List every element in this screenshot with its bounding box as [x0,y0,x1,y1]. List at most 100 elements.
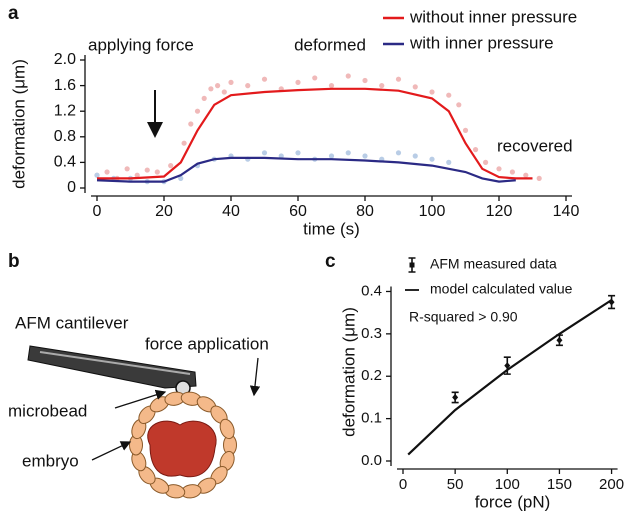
x-tick-label: 140 [553,203,580,220]
x-tick-label: 100 [495,476,520,493]
y-tick-label: 0 [67,179,76,196]
data-point [345,73,351,79]
y-tick-label: 0.4 [361,282,382,299]
data-point [345,150,351,156]
data-point [452,393,459,401]
data-point [456,102,462,108]
data-point [181,140,187,146]
data-point [395,150,402,156]
data-point [245,83,251,89]
annotation: R-squared > 0.90 [409,309,518,325]
y-axis-label: deformation (μm) [9,59,28,189]
data-point [261,76,268,82]
data-point [134,172,140,178]
data-point [446,92,452,98]
data-point [104,169,110,175]
x-axis-label: time (s) [303,219,360,238]
data-point [221,89,227,95]
data-point [536,175,542,181]
y-tick-label: 0.8 [54,128,76,145]
panel-label: a [8,3,19,24]
x-tick-label: 0 [399,476,407,493]
series-line [407,299,613,456]
diagram-b: b AFM cantilever force application micro… [8,251,269,499]
x-tick-label: 60 [289,203,307,220]
arrow [249,357,261,397]
data-point [446,159,452,165]
data-point [412,84,418,90]
panel-label: b [8,251,20,272]
data-point [429,156,435,162]
y-tick-label: 2.0 [54,51,76,68]
data-point [178,175,184,181]
legend-label: without inner pressure [409,7,577,26]
data-point [188,121,194,127]
data-point [462,127,469,133]
data-point [504,362,511,370]
data-point [94,172,100,178]
arrow [114,389,167,409]
cell [219,418,235,440]
label: force application [145,334,269,353]
legend-swatch [409,262,415,268]
data-point [483,159,489,165]
y-tick-label: 0.1 [361,410,382,427]
data-point [201,95,207,101]
x-tick-label: 80 [356,203,374,220]
data-point [228,79,234,85]
data-point [278,153,284,159]
data-point [556,336,563,344]
data-point [194,108,201,114]
x-tick-label: 20 [155,203,173,220]
panel-label: c [325,251,336,272]
embryo-cells [129,391,237,499]
y-tick-label: 1.2 [54,102,76,119]
x-tick-label: 120 [486,203,513,220]
data-point [496,166,502,172]
y-axis-label: deformation (μm) [339,307,358,437]
label: AFM cantilever [15,313,129,332]
data-point [362,77,368,84]
data-point [362,153,368,159]
data-point [509,169,515,175]
x-tick-label: 50 [447,476,464,493]
data-point [168,163,174,169]
data-point [328,83,335,89]
data-point [412,153,418,159]
x-tick-label: 0 [93,203,102,220]
series-line [97,87,533,180]
data-point [295,150,301,156]
x-tick-label: 40 [222,203,240,220]
data-point [124,166,130,172]
label: microbead [8,401,87,420]
embryo-mass [147,420,217,478]
x-axis-label: force (pN) [475,492,551,511]
data-point [144,167,150,173]
legend-label: model calculated value [430,281,573,297]
y-tick-label: 0.3 [361,325,382,342]
data-point [429,89,435,95]
legend-label: AFM measured data [430,256,557,272]
arrow [91,441,132,461]
annotation: recovered [497,136,573,155]
series-line [96,156,516,183]
data-point [295,79,301,85]
data-point [215,83,221,89]
data-point [395,76,402,82]
y-tick-label: 0.4 [54,154,76,171]
x-tick-label: 150 [547,476,572,493]
legend-label: with inner pressure [409,33,554,52]
x-tick-label: 100 [419,203,446,220]
data-point [523,172,529,178]
data-point [261,150,268,156]
data-point [379,83,385,89]
data-point [328,153,335,159]
data-point [208,86,214,92]
y-tick-label: 1.6 [54,77,76,94]
annotation: deformed [294,35,366,54]
label: embryo [22,451,79,470]
data-point [472,147,479,153]
data-point [312,75,318,81]
annotation: applying force [88,35,194,54]
